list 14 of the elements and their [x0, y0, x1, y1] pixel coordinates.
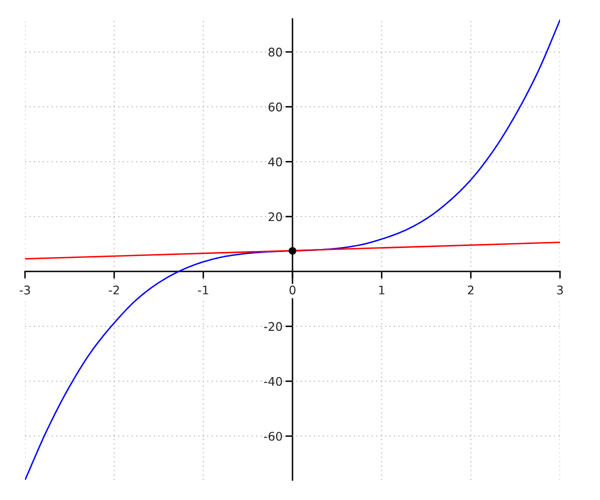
- y-tick-label: 80: [268, 48, 282, 57]
- y-tick-label: -60: [264, 432, 282, 441]
- x-tick-label: 0: [290, 286, 296, 294]
- y-tick-label: 40: [268, 157, 282, 166]
- y-tick-label: -40: [264, 376, 282, 386]
- x-tick-label: -1: [198, 286, 208, 294]
- x-tick-label: 3: [557, 286, 563, 294]
- x-tick-label: -3: [20, 286, 30, 294]
- x-tick-label: 1: [379, 286, 384, 294]
- y-tick-label: 60: [268, 102, 282, 112]
- y-tick-label: -20: [264, 322, 282, 331]
- x-tick-label: 2: [468, 286, 474, 294]
- x-tick-label: -2: [108, 286, 119, 294]
- y-tick-label: 20: [268, 212, 282, 222]
